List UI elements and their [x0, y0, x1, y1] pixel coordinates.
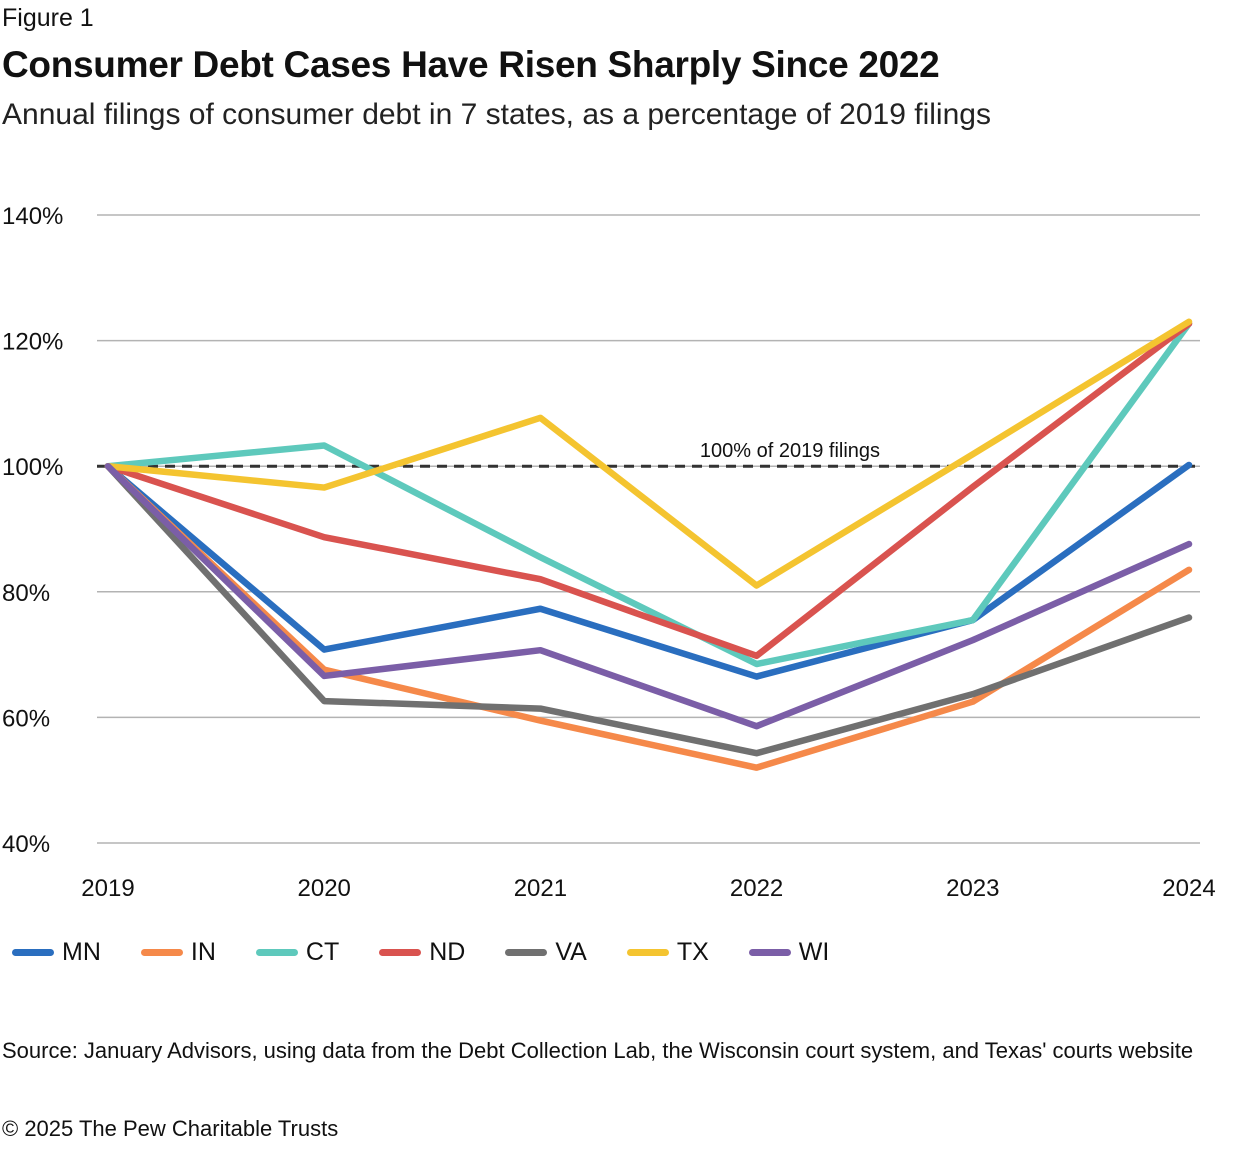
legend-swatch [748, 949, 791, 956]
y-tick-label: 60% [2, 705, 50, 732]
y-tick-label: 100% [2, 454, 63, 481]
legend-item-va: VA [505, 938, 587, 967]
y-tick-label: 80% [2, 580, 50, 607]
line-chart: 40% 60% 80% 100% 120% 140% 2019 2020 2021 2022 202… [2, 203, 1216, 902]
series-line-va [104, 462, 1193, 757]
chart-subtitle: Annual filings of consumer debt in 7 sta… [2, 98, 991, 131]
legend-item-tx: TX [626, 938, 709, 967]
legend-label: CT [305, 938, 340, 966]
y-tick-label: 140% [2, 203, 63, 230]
series-line-nd [104, 320, 1193, 660]
legend-swatch [140, 949, 183, 956]
legend-swatch [12, 949, 54, 956]
legend-label: ND [429, 938, 466, 966]
series-line-ct [104, 320, 1193, 668]
chart-legend: MN IN CT ND VA TX WI [12, 938, 869, 967]
legend-label: WI [798, 938, 830, 966]
legend-label: IN [190, 938, 216, 966]
legend-swatch [626, 949, 669, 956]
x-tick-label: 2022 [730, 875, 783, 902]
reference-line-label: 100% of 2019 filings [700, 440, 880, 462]
series-line-mn [104, 461, 1193, 680]
y-tick-label: 120% [2, 329, 63, 356]
series-line-wi [104, 462, 1193, 730]
x-tick-label: 2024 [1162, 875, 1215, 902]
copyright-note: © 2025 The Pew Charitable Trusts [2, 1116, 339, 1141]
legend-swatch [255, 949, 298, 956]
legend-swatch [505, 949, 548, 956]
legend-label: TX [676, 938, 709, 966]
x-tick-label: 2020 [298, 875, 351, 902]
legend-item-in: IN [140, 938, 216, 967]
legend-label: VA [555, 938, 587, 966]
x-tick-label: 2023 [946, 875, 999, 902]
x-tick-label: 2021 [514, 875, 567, 902]
series-line-tx [104, 318, 1193, 589]
legend-swatch [379, 949, 422, 956]
x-tick-label: 2019 [81, 875, 134, 902]
legend-item-wi: WI [748, 938, 830, 967]
legend-item-ct: CT [255, 938, 340, 967]
source-note: Source: January Advisors, using data fro… [2, 1038, 1194, 1063]
figure-label: Figure 1 [2, 4, 94, 32]
chart-title: Consumer Debt Cases Have Risen Sharply S… [2, 44, 940, 85]
y-tick-label: 40% [2, 831, 50, 858]
legend-item-mn: MN [12, 938, 101, 967]
legend-label: MN [62, 938, 101, 966]
legend-item-nd: ND [379, 938, 465, 967]
